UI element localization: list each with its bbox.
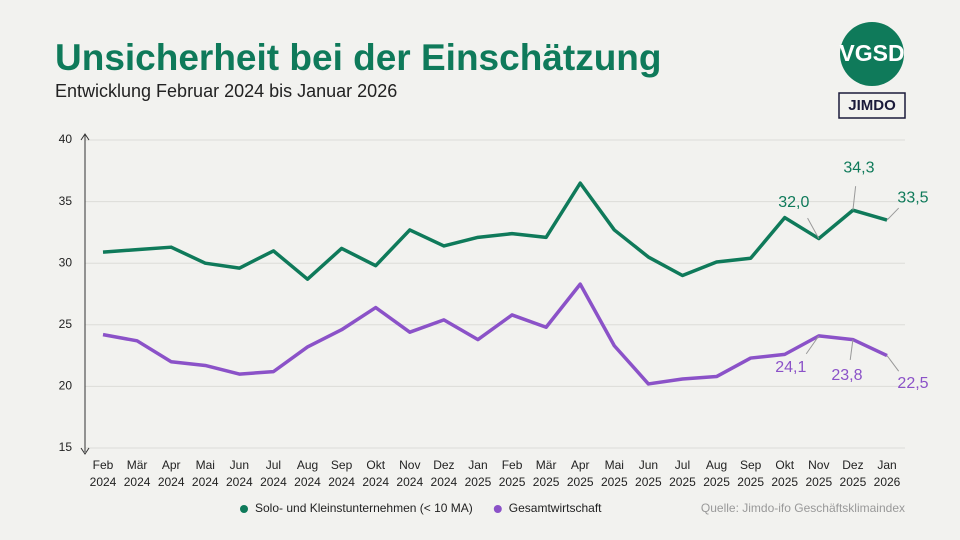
label-leader: [886, 207, 900, 221]
legend-label: Solo- und Kleinstunternehmen (< 10 MA): [255, 501, 473, 515]
y-tick-label: 25: [59, 317, 73, 331]
chart-subtitle: Entwicklung Februar 2024 bis Januar 2026: [55, 81, 397, 101]
x-tick-label: Jan 2025: [465, 458, 492, 489]
x-tick-label: Apr 2024: [158, 458, 185, 489]
x-tick-label: Mai 2025: [601, 458, 628, 489]
x-tick-label: Aug 2024: [294, 458, 321, 489]
data-label: 32,0: [778, 194, 809, 211]
x-tick-label: Jul 2024: [260, 458, 287, 489]
x-tick-label: Okt 2024: [362, 458, 389, 489]
x-tick-label: Dez 2024: [431, 458, 458, 489]
logo-box: [838, 92, 906, 119]
label-leader: [849, 339, 854, 361]
x-tick-label: Aug 2025: [703, 458, 730, 489]
x-tick-label: Dez 2025: [840, 458, 867, 489]
logo-jimdo: JIMDO: [848, 97, 896, 114]
y-axis-arrow: [80, 447, 90, 455]
x-tick-label: Jun 2024: [226, 458, 253, 489]
logo-badge: [840, 22, 904, 86]
y-tick-label: 35: [59, 194, 73, 208]
label-leader: [807, 217, 820, 239]
y-tick-label: 40: [59, 132, 73, 146]
legend-marker: [493, 505, 502, 513]
data-label: 33,5: [897, 189, 928, 206]
x-tick-label: Sep 2025: [737, 458, 764, 489]
label-leader: [852, 186, 857, 211]
source: Quelle: Jimdo-ifo Geschäftsklimaindex: [701, 501, 905, 515]
legend-marker: [240, 505, 248, 513]
x-tick-label: Jun 2025: [635, 458, 662, 489]
x-tick-label: Feb 2025: [499, 458, 526, 489]
x-tick-label: Okt 2025: [771, 458, 798, 489]
y-tick-label: 20: [59, 379, 73, 393]
x-tick-label: Apr 2025: [567, 458, 594, 489]
data-label: 24,1: [775, 359, 806, 376]
x-tick-label: Jan 2026: [874, 458, 901, 489]
data-label: 22,5: [897, 375, 928, 392]
y-axis-arrow: [80, 133, 90, 141]
y-tick-label: 15: [59, 440, 73, 454]
x-tick-label: Mai 2024: [192, 458, 219, 489]
x-tick-label: Jul 2025: [669, 458, 696, 489]
legend-label: Gesamtwirtschaft: [509, 501, 602, 515]
label-leader: [886, 355, 900, 372]
logo-vgsd: VGSD: [839, 40, 904, 66]
x-tick-label: Nov 2024: [396, 458, 423, 489]
series-line: [102, 282, 888, 386]
x-tick-label: Sep 2024: [328, 458, 355, 489]
x-tick-label: Mär 2024: [124, 458, 151, 489]
y-tick-label: 30: [59, 255, 73, 269]
series-line: [102, 181, 888, 281]
chart-title: Unsicherheit bei der Einschätzung: [55, 37, 662, 78]
x-tick-label: Nov 2025: [805, 458, 832, 489]
x-tick-label: Feb 2024: [90, 458, 117, 489]
x-tick-label: Mär 2025: [533, 458, 560, 489]
label-leader: [805, 335, 820, 355]
data-label: 23,8: [831, 367, 862, 384]
data-label: 34,3: [843, 159, 874, 176]
